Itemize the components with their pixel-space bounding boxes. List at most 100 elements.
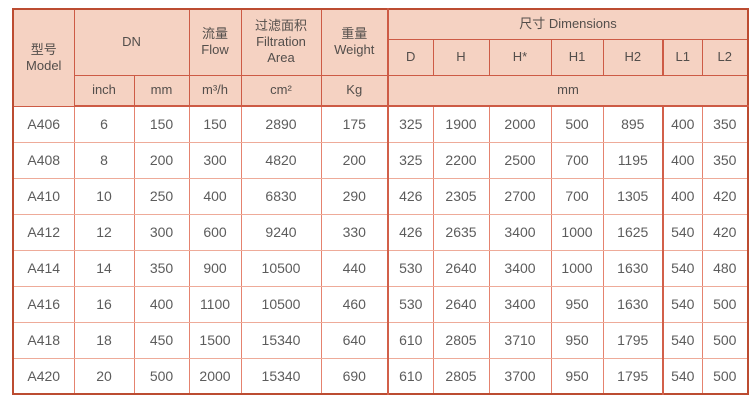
value-cell: 200 — [133, 141, 190, 179]
value-cell: 540 — [662, 249, 703, 287]
model-label-en: Model — [26, 57, 62, 73]
value-cell: 15340 — [240, 357, 322, 395]
model-cell: A408 — [12, 141, 75, 179]
header-row-units: inch mm m³/h cm² Kg mm — [13, 74, 749, 107]
value-cell: 300 — [188, 141, 242, 179]
table-row: A412 12 300 600 9240 330 426 2635 3400 1000 1625 54… — [12, 213, 749, 251]
value-cell: 1100 — [188, 285, 242, 323]
value-cell: 500 — [701, 321, 749, 359]
value-cell: 480 — [701, 249, 749, 287]
value-cell: 1625 — [602, 213, 664, 251]
value-cell: 3400 — [488, 285, 552, 323]
value-cell: 15340 — [240, 321, 322, 359]
value-cell: 540 — [662, 213, 703, 251]
value-cell: 426 — [387, 213, 434, 251]
col-header-dim-d: D — [387, 38, 434, 76]
spec-table-header: 型号 Model DN 流量 Flow 过滤面积 Filtration Area… — [12, 8, 749, 107]
value-cell: 14 — [73, 249, 135, 287]
col-header-dimensions: 尺寸 Dimensions — [387, 8, 749, 40]
value-cell: 1630 — [602, 285, 664, 323]
value-cell: 2500 — [488, 141, 552, 179]
value-cell: 2305 — [432, 177, 490, 215]
value-cell: 150 — [133, 105, 190, 143]
unit-weight: Kg — [320, 74, 389, 107]
value-cell: 426 — [387, 177, 434, 215]
value-cell: 450 — [133, 321, 190, 359]
value-cell: 500 — [133, 357, 190, 395]
col-header-dim-h2: H2 — [602, 38, 664, 76]
value-cell: 300 — [133, 213, 190, 251]
value-cell: 2640 — [432, 285, 490, 323]
model-cell: A410 — [12, 177, 75, 215]
value-cell: 20 — [73, 357, 135, 395]
value-cell: 150 — [188, 105, 242, 143]
value-cell: 1195 — [602, 141, 664, 179]
value-cell: 2000 — [188, 357, 242, 395]
weight-label-en: Weight — [334, 42, 375, 58]
model-cell: A418 — [12, 321, 75, 359]
value-cell: 350 — [701, 141, 749, 179]
unit-area: cm² — [240, 74, 322, 107]
value-cell: 500 — [701, 357, 749, 395]
value-cell: 9240 — [240, 213, 322, 251]
value-cell: 3400 — [488, 213, 552, 251]
value-cell: 950 — [550, 285, 604, 323]
value-cell: 290 — [320, 177, 389, 215]
header-row-1: 型号 Model DN 流量 Flow 过滤面积 Filtration Area… — [12, 8, 749, 107]
value-cell: 1900 — [432, 105, 490, 143]
weight-label-zh: 重量 — [341, 26, 368, 41]
value-cell: 2890 — [240, 105, 322, 143]
value-cell: 8 — [73, 141, 135, 179]
table-row: A420 20 500 2000 15340 690 610 2805 3700 950 1795 5… — [12, 357, 749, 395]
table-row: A416 16 400 1100 10500 460 530 2640 3400 950 1630 5… — [12, 285, 749, 323]
col-header-dim-l1: L1 — [662, 38, 703, 76]
value-cell: 950 — [550, 357, 604, 395]
col-header-flow: 流量 Flow — [188, 8, 242, 76]
table-row: A410 10 250 400 6830 290 426 2305 2700 700 1305 400… — [12, 177, 749, 215]
value-cell: 420 — [701, 213, 749, 251]
value-cell: 500 — [550, 105, 604, 143]
flow-label-en: Flow — [201, 42, 229, 58]
value-cell: 350 — [133, 249, 190, 287]
value-cell: 2805 — [432, 321, 490, 359]
value-cell: 330 — [320, 213, 389, 251]
value-cell: 2700 — [488, 177, 552, 215]
model-cell: A406 — [12, 105, 75, 143]
value-cell: 200 — [320, 141, 389, 179]
value-cell: 2000 — [488, 105, 552, 143]
value-cell: 350 — [701, 105, 749, 143]
value-cell: 12 — [73, 213, 135, 251]
value-cell: 460 — [320, 285, 389, 323]
spec-table: 型号 Model DN 流量 Flow 过滤面积 Filtration Area… — [12, 8, 749, 395]
value-cell: 700 — [550, 177, 604, 215]
spec-table-body: A406 6 150 150 2890 175 325 1900 2000 500 895 400 35… — [12, 105, 749, 395]
value-cell: 895 — [602, 105, 664, 143]
value-cell: 500 — [701, 285, 749, 323]
value-cell: 400 — [662, 141, 703, 179]
model-label-zh: 型号 — [30, 41, 57, 57]
value-cell: 325 — [387, 141, 434, 179]
value-cell: 400 — [133, 285, 190, 323]
unit-mm: mm — [133, 74, 190, 107]
unit-inch: inch — [73, 74, 135, 107]
model-cell: A414 — [12, 249, 75, 287]
value-cell: 540 — [662, 285, 703, 323]
value-cell: 175 — [320, 105, 389, 143]
model-cell: A420 — [12, 357, 75, 395]
value-cell: 530 — [387, 249, 434, 287]
model-cell: A412 — [12, 213, 75, 251]
value-cell: 2640 — [432, 249, 490, 287]
unit-flow: m³/h — [188, 74, 242, 107]
value-cell: 1500 — [188, 321, 242, 359]
filtration-label-zh: 过滤面积 — [254, 17, 307, 33]
value-cell: 530 — [387, 285, 434, 323]
value-cell: 2635 — [432, 213, 490, 251]
col-header-dim-h1: H1 — [550, 38, 604, 76]
filtration-label-en1: Filtration — [256, 34, 306, 50]
value-cell: 1305 — [602, 177, 664, 215]
value-cell: 1795 — [602, 357, 664, 395]
table-row: A406 6 150 150 2890 175 325 1900 2000 500 895 400 35… — [12, 105, 749, 143]
value-cell: 10 — [73, 177, 135, 215]
value-cell: 1000 — [550, 213, 604, 251]
value-cell: 10500 — [240, 249, 322, 287]
